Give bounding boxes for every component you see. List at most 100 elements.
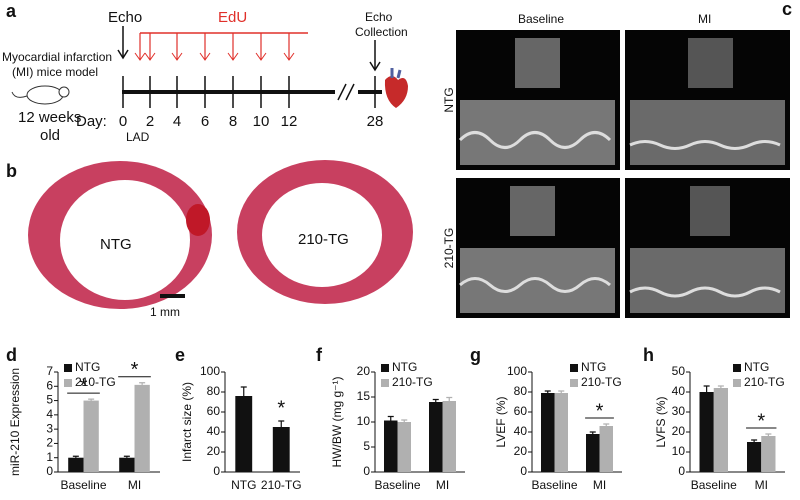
error-bar <box>717 385 724 388</box>
panel-label: h <box>643 345 654 365</box>
panel-label: e <box>175 345 185 365</box>
error-bar <box>751 439 758 442</box>
edu-arrow <box>134 52 146 61</box>
legend-swatch <box>381 379 389 387</box>
end-label: Collection <box>355 25 408 39</box>
day-label: Day: <box>76 113 107 130</box>
y-tick-label: 1 <box>46 450 53 464</box>
column-label: Baseline <box>518 12 564 26</box>
legend-swatch <box>733 364 741 372</box>
x-tick-label: NTG <box>231 478 256 492</box>
y-tick-label: 40 <box>514 424 528 438</box>
bar <box>429 402 443 472</box>
column-label: MI <box>698 12 711 26</box>
legend-swatch <box>570 364 578 372</box>
y-tick-label: 50 <box>672 364 686 378</box>
y-tick-label: 5 <box>46 393 53 407</box>
section-label: 210-TG <box>298 231 349 248</box>
x-tick-label: 210-TG <box>261 478 302 492</box>
bar <box>397 422 411 472</box>
end-label: Echo <box>365 10 393 24</box>
y-tick-label: 6 <box>46 378 53 392</box>
bar <box>586 434 600 472</box>
error-bar <box>139 382 146 385</box>
day-number: 4 <box>173 113 181 130</box>
significance-mark: * <box>80 375 88 397</box>
edu-arrow <box>171 52 183 61</box>
y-tick-label: 20 <box>207 444 221 458</box>
bar <box>68 457 84 472</box>
error-bar <box>703 385 710 392</box>
edu-arrow <box>199 52 211 61</box>
error-bar <box>544 390 551 393</box>
y-tick-label: 10 <box>357 414 371 428</box>
x-tick-label: MI <box>128 478 141 492</box>
lad-label: LAD <box>126 130 150 144</box>
age-label: old <box>40 127 60 144</box>
legend-swatch <box>570 379 578 387</box>
y-tick-label: 0 <box>213 464 220 478</box>
error-bar <box>123 455 130 458</box>
heart-icon <box>384 68 408 108</box>
y-tick-label: 20 <box>514 444 528 458</box>
bar <box>83 400 99 472</box>
day-number: 6 <box>201 113 209 130</box>
y-tick-label: 0 <box>520 464 527 478</box>
y-tick-label: 15 <box>357 389 371 403</box>
error-bar <box>88 398 95 401</box>
y-tick-label: 10 <box>672 444 686 458</box>
bar <box>761 436 776 472</box>
bar <box>699 392 714 472</box>
error-bar <box>278 420 285 427</box>
section-label: NTG <box>100 236 132 253</box>
legend-swatch <box>64 379 72 387</box>
bar <box>235 396 253 472</box>
legend-label: NTG <box>581 360 606 374</box>
x-tick-label: MI <box>593 478 606 492</box>
x-tick-label: MI <box>755 478 768 492</box>
model-label: Myocardial infarction <box>2 50 112 64</box>
panel-label: a <box>6 1 17 21</box>
panel-label: g <box>470 345 481 365</box>
legend-swatch <box>381 364 389 372</box>
y-tick-label: 4 <box>46 407 53 421</box>
panel-label: b <box>6 161 17 181</box>
bar <box>119 457 135 472</box>
panel-label: c <box>782 0 792 19</box>
day-number: 28 <box>367 113 384 130</box>
significance-mark: * <box>757 410 765 432</box>
error-bar <box>603 423 610 426</box>
error-bar <box>765 433 772 436</box>
y-axis-label: LVEF (%) <box>494 396 508 447</box>
day-number: 0 <box>119 113 127 130</box>
bar <box>442 401 456 472</box>
y-tick-label: 40 <box>207 424 221 438</box>
y-axis-label: LVFS (%) <box>654 396 668 447</box>
day-number: 2 <box>146 113 154 130</box>
edu-arrow <box>255 52 267 61</box>
timeline <box>117 26 382 101</box>
panel-label: d <box>6 345 17 365</box>
bar <box>384 420 398 472</box>
bar <box>599 426 613 472</box>
error-bar <box>401 419 408 422</box>
x-tick-label: MI <box>436 478 449 492</box>
model-label: (MI) mice model <box>12 65 98 79</box>
legend-label: NTG <box>75 360 100 374</box>
bar <box>554 393 568 472</box>
edu-arrow <box>144 52 156 61</box>
legend-label: NTG <box>744 360 769 374</box>
significance-mark: * <box>277 397 285 419</box>
y-axis-label: Infarct size (%) <box>180 382 194 462</box>
y-tick-label: 3 <box>46 421 53 435</box>
bar <box>713 388 728 472</box>
error-bar <box>446 396 453 401</box>
bar <box>272 427 290 472</box>
mouse-icon <box>11 85 70 105</box>
legend-swatch <box>64 364 72 372</box>
y-tick-label: 80 <box>514 384 528 398</box>
y-tick-label: 100 <box>507 364 527 378</box>
row-label: NTG <box>442 87 456 112</box>
error-bar <box>387 415 394 421</box>
